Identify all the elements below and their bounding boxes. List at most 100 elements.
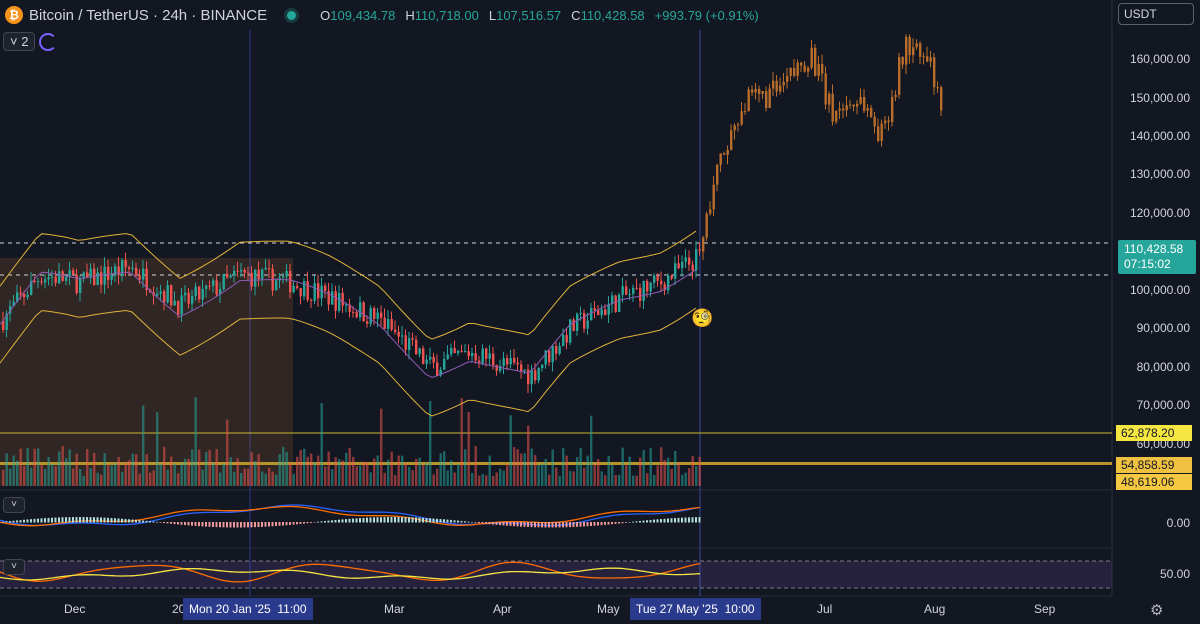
- macd-histogram-bar: [628, 521, 631, 523]
- settings-gear-icon[interactable]: ⚙: [1150, 602, 1164, 619]
- projection-body: [873, 116, 876, 127]
- volume-bar: [306, 456, 309, 486]
- macd-histogram-bar: [26, 519, 29, 523]
- currency-select[interactable]: USDT: [1118, 3, 1194, 25]
- rsi-mid-label: 50.00: [1159, 567, 1190, 581]
- candle-body: [495, 365, 498, 371]
- macd-histogram-bar: [40, 518, 43, 523]
- volume-bar: [124, 461, 127, 486]
- candle-body: [9, 306, 12, 314]
- volume-bar: [597, 459, 600, 486]
- candle-body: [520, 364, 523, 372]
- candle-body: [422, 348, 425, 364]
- projection-body: [796, 62, 799, 76]
- projection-body: [712, 184, 715, 210]
- candle-body: [478, 360, 481, 364]
- macd-histogram-bar: [698, 517, 701, 523]
- macd-zero-label: 0.00: [1166, 516, 1190, 530]
- macd-collapse-button[interactable]: ˅: [3, 497, 25, 513]
- time-label-mar: Mar: [384, 602, 405, 616]
- crosshair-right-date: Tue 27 May '25: [636, 602, 718, 616]
- macd-histogram-bar: [110, 517, 113, 523]
- projection-body: [838, 108, 841, 111]
- macd-histogram-bar: [58, 517, 60, 523]
- volume-bar: [618, 474, 621, 486]
- macd-histogram-bar: [317, 521, 319, 523]
- macd-histogram-bar: [688, 517, 690, 523]
- rsi-collapse-button[interactable]: ˅: [3, 559, 25, 575]
- symbol-title[interactable]: Bitcoin / TetherUS · 24h · BINANCE: [29, 6, 268, 24]
- macd-histogram-bar: [544, 522, 547, 528]
- volume-bar: [240, 472, 243, 486]
- candle-body: [579, 312, 582, 314]
- candle-body: [541, 364, 544, 368]
- volume-bar: [341, 460, 344, 486]
- macd-histogram-bar: [425, 518, 428, 523]
- candle-body: [138, 275, 141, 280]
- macd-histogram-bar: [117, 518, 120, 523]
- rsi-line: [0, 561, 701, 583]
- candle-body: [324, 285, 327, 291]
- macd-histogram-bar: [145, 520, 148, 523]
- macd-histogram-bar: [306, 522, 309, 524]
- candle-body: [131, 267, 134, 269]
- projection-body: [933, 57, 936, 88]
- volume-bar: [331, 469, 334, 486]
- volume-bar: [327, 451, 330, 486]
- candle-body: [313, 283, 316, 301]
- macd-histogram-bar: [691, 517, 694, 523]
- volume-bar: [460, 398, 463, 486]
- projection-body: [926, 56, 929, 62]
- volume-bar: [698, 456, 701, 486]
- macd-histogram-bar: [397, 517, 400, 523]
- macd-histogram-bar: [264, 522, 267, 527]
- macd-histogram-bar: [352, 518, 354, 523]
- bollinger-upper: [0, 230, 697, 340]
- macd-histogram-bar: [103, 517, 106, 523]
- volume-bar: [58, 451, 61, 486]
- candle-body: [551, 346, 554, 363]
- candle-body: [534, 370, 537, 381]
- volume-bar: [100, 474, 103, 486]
- macd-histogram-bar: [576, 522, 578, 527]
- candle-body: [124, 260, 127, 268]
- volume-bar: [86, 448, 89, 486]
- macd-histogram-bar: [359, 518, 361, 523]
- volume-bar: [93, 452, 96, 486]
- macd-histogram-bar: [394, 517, 396, 523]
- volume-bar: [544, 458, 547, 486]
- macd-histogram-bar: [177, 522, 179, 525]
- projection-body: [901, 57, 904, 65]
- candle-body: [443, 359, 446, 370]
- market-open-icon: [287, 10, 297, 20]
- macd-histogram-bar: [600, 522, 603, 526]
- candle-body: [464, 351, 467, 353]
- volume-bar: [19, 448, 22, 486]
- volume-bar: [418, 457, 421, 486]
- indicators-toggle-button[interactable]: ˅ 2: [3, 32, 36, 51]
- candle-body: [460, 350, 463, 352]
- projection-body: [821, 63, 824, 74]
- macd-histogram-bar: [299, 522, 302, 524]
- candle-body: [12, 301, 15, 307]
- candle-body: [306, 281, 309, 300]
- volume-bar: [26, 447, 29, 486]
- candle-body: [201, 288, 204, 300]
- macd-histogram-bar: [572, 522, 575, 527]
- projection-body: [894, 94, 897, 97]
- volume-bar: [138, 473, 141, 486]
- candle-body: [674, 263, 677, 279]
- macd-histogram-bar: [12, 520, 15, 523]
- volume-bar: [89, 468, 92, 486]
- macd-histogram-bar: [618, 522, 620, 524]
- candle-body: [653, 275, 656, 283]
- macd-histogram-bar: [184, 522, 186, 526]
- volume-bar: [208, 449, 211, 486]
- macd-histogram-bar: [520, 522, 522, 527]
- macd-histogram-bar: [467, 521, 470, 523]
- candle-body: [691, 264, 694, 271]
- time-label-jul: Jul: [817, 602, 833, 616]
- ohlc-open-value: 109,434.78: [330, 7, 396, 23]
- macd-histogram-bar: [128, 519, 130, 523]
